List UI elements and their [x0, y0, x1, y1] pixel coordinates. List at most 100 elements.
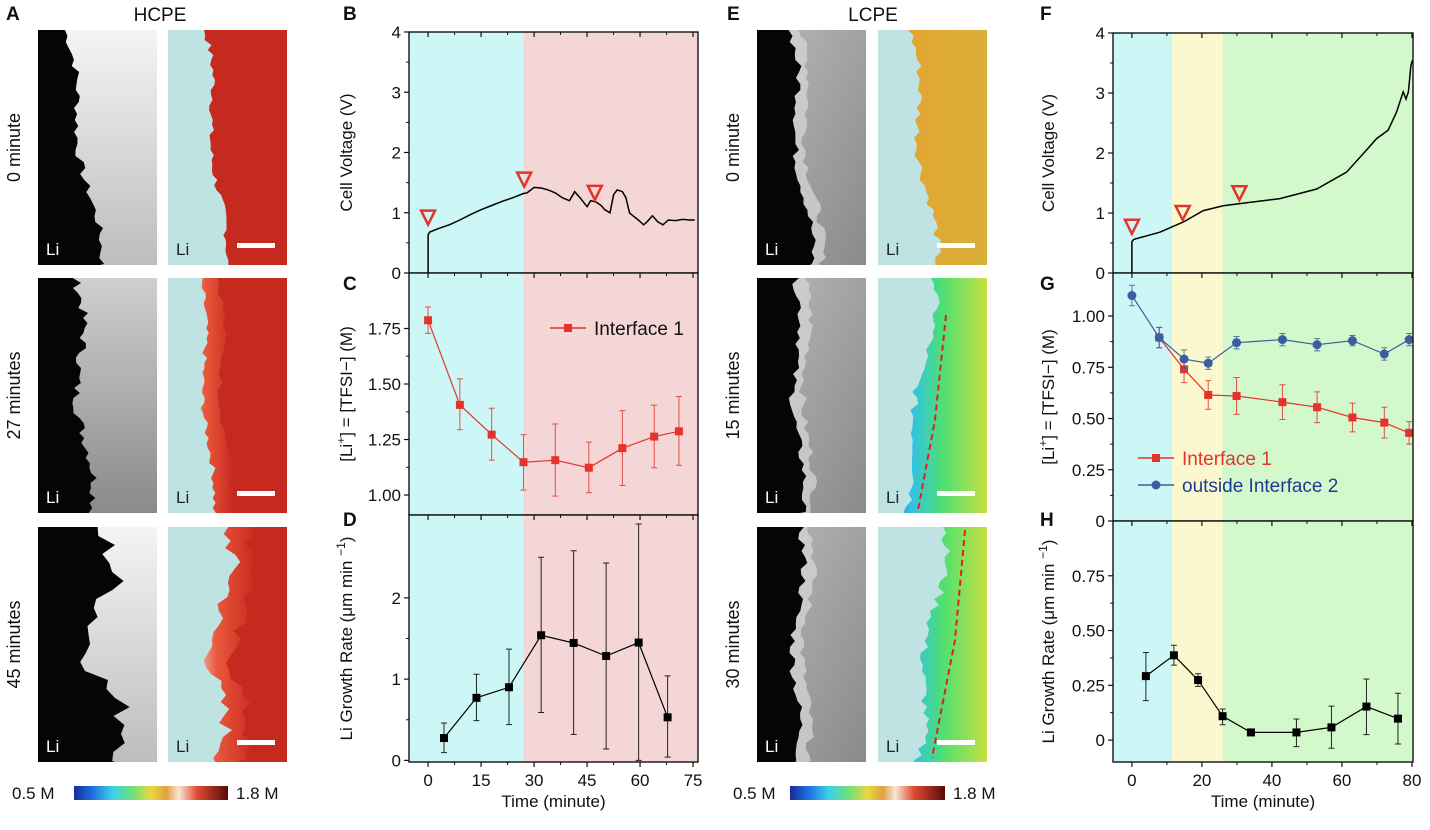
data-point	[663, 713, 672, 722]
x-tick-label: 80	[1402, 771, 1421, 790]
series-line	[443, 634, 669, 739]
y-axis-label: Cell Voltage (V)	[1039, 94, 1058, 212]
data-point	[618, 444, 627, 453]
plot-area	[1141, 644, 1402, 749]
legend: Interface 1 outside Interface 2	[1138, 449, 1338, 497]
li-label: Li	[765, 737, 778, 756]
event-marker-triangle	[1173, 204, 1192, 223]
y-axis-label-sup: −1	[334, 542, 348, 556]
phase-region	[1172, 273, 1223, 521]
y-tick-label: 0.50	[1072, 410, 1105, 429]
data-point	[1278, 398, 1287, 407]
row-time-label: 27 minutes	[4, 351, 24, 439]
data-point	[519, 458, 528, 467]
y-tick-label: 1	[392, 670, 401, 689]
y-tick-label: 4	[392, 23, 401, 42]
legend-marker	[564, 324, 572, 332]
lithium-electrode	[878, 30, 941, 265]
lithium-electrode	[878, 527, 951, 762]
y-tick-label: 1.75	[368, 320, 401, 339]
lcpe-colorbar-max-label: 1.8 M	[953, 784, 996, 803]
y-tick-label: 1.50	[368, 375, 401, 394]
data-point	[1313, 403, 1322, 412]
legend: Interface 1	[550, 319, 684, 340]
x-axis-label: Time (minute)	[501, 792, 605, 811]
phase-region	[1113, 521, 1173, 762]
data-point	[424, 316, 433, 325]
phase-region	[1222, 273, 1413, 521]
data-point	[1218, 712, 1227, 721]
x-axis-label: Time (minute)	[1211, 792, 1315, 811]
phase-region	[1172, 521, 1223, 762]
data-point	[1380, 418, 1389, 427]
data-point	[1179, 354, 1189, 364]
y-axis-label-pre: [Li	[337, 444, 356, 462]
lcpe-image-panels: 0 minute Li Li 15 minutes Li Li 30 minutes Li Li	[723, 30, 987, 762]
phase-region	[1222, 33, 1413, 273]
concentration-map: Li	[878, 30, 987, 265]
data-point	[1362, 702, 1371, 711]
panel-letter-b: B	[343, 4, 357, 25]
data-point	[1393, 714, 1402, 723]
chart-panel-h: 0 0.25 0.50 0.75 0 20 40 60 80 Time (minute) Li Gr…	[1036, 520, 1421, 811]
lithium-electrode	[38, 527, 130, 762]
phase-region	[523, 32, 698, 273]
event-marker-triangle	[585, 184, 604, 203]
y-tick-label: 0	[392, 751, 401, 770]
x-tick-label: 0	[1127, 771, 1136, 790]
y-tick-label: 0.25	[1072, 676, 1105, 695]
legend-item: Interface 1	[1138, 449, 1272, 470]
data-point	[634, 638, 643, 647]
legend-marker	[1152, 454, 1160, 462]
plot-area	[1131, 59, 1413, 273]
data-point	[1277, 335, 1287, 345]
panel-letter-h: H	[1040, 510, 1054, 531]
scale-bar	[937, 491, 975, 496]
legend-label: outside Interface 2	[1182, 476, 1338, 497]
y-axis-label-post: ] = [TFSI−] (M)	[1039, 329, 1058, 440]
row-time-label: 45 minutes	[4, 600, 24, 688]
y-axis-label-sup: −1	[1036, 545, 1050, 559]
row-time-label: 15 minutes	[723, 351, 743, 439]
lithium-electrode	[757, 30, 816, 265]
panel-letter-g: G	[1040, 274, 1055, 295]
phase-region	[1113, 33, 1173, 273]
y-axis-label: [Li+] = [TFSI−] (M)	[334, 326, 356, 462]
scale-bar	[937, 243, 975, 248]
y-tick-label: 0.75	[1072, 358, 1105, 377]
data-point	[439, 734, 448, 743]
scale-bar	[937, 740, 975, 745]
x-tick-label: 15	[472, 771, 491, 790]
data-point	[1232, 338, 1242, 348]
y-tick-label: 0	[1096, 512, 1105, 531]
event-marker-triangle	[1230, 184, 1249, 203]
y-tick-label: 1	[1096, 204, 1105, 223]
legend-label: Interface 1	[1182, 449, 1272, 470]
panel-letter-d: D	[343, 510, 357, 531]
y-axis-label: Li Growth Rate (μm min −1)	[334, 537, 356, 741]
data-point	[650, 432, 659, 441]
lcpe-title: LCPE	[848, 5, 898, 26]
x-tick-label: 20	[1192, 771, 1211, 790]
scale-bar	[237, 740, 275, 745]
hcpe-colorbar-max-label: 1.8 M	[236, 784, 279, 803]
panel-letter-e: E	[727, 4, 740, 25]
optical-micrograph: Li	[38, 527, 157, 762]
plot-area	[1127, 284, 1413, 445]
scale-bar	[237, 243, 275, 248]
concentration-map: Li	[168, 30, 287, 265]
chart-panel-f: 0 1 2 3 4 Cell Voltage (V)	[1039, 24, 1414, 283]
data-point	[1169, 651, 1178, 660]
legend-marker	[1151, 480, 1161, 490]
plot-area	[424, 306, 683, 497]
phase-region	[523, 273, 698, 515]
data-point	[1141, 672, 1150, 681]
event-marker-triangle	[419, 209, 438, 228]
data-point	[1127, 291, 1137, 301]
data-point	[472, 693, 481, 702]
y-tick-label: 1.25	[368, 431, 401, 450]
phase-region	[1172, 33, 1223, 273]
li-label: Li	[886, 240, 899, 259]
x-tick-label: 0	[423, 771, 432, 790]
